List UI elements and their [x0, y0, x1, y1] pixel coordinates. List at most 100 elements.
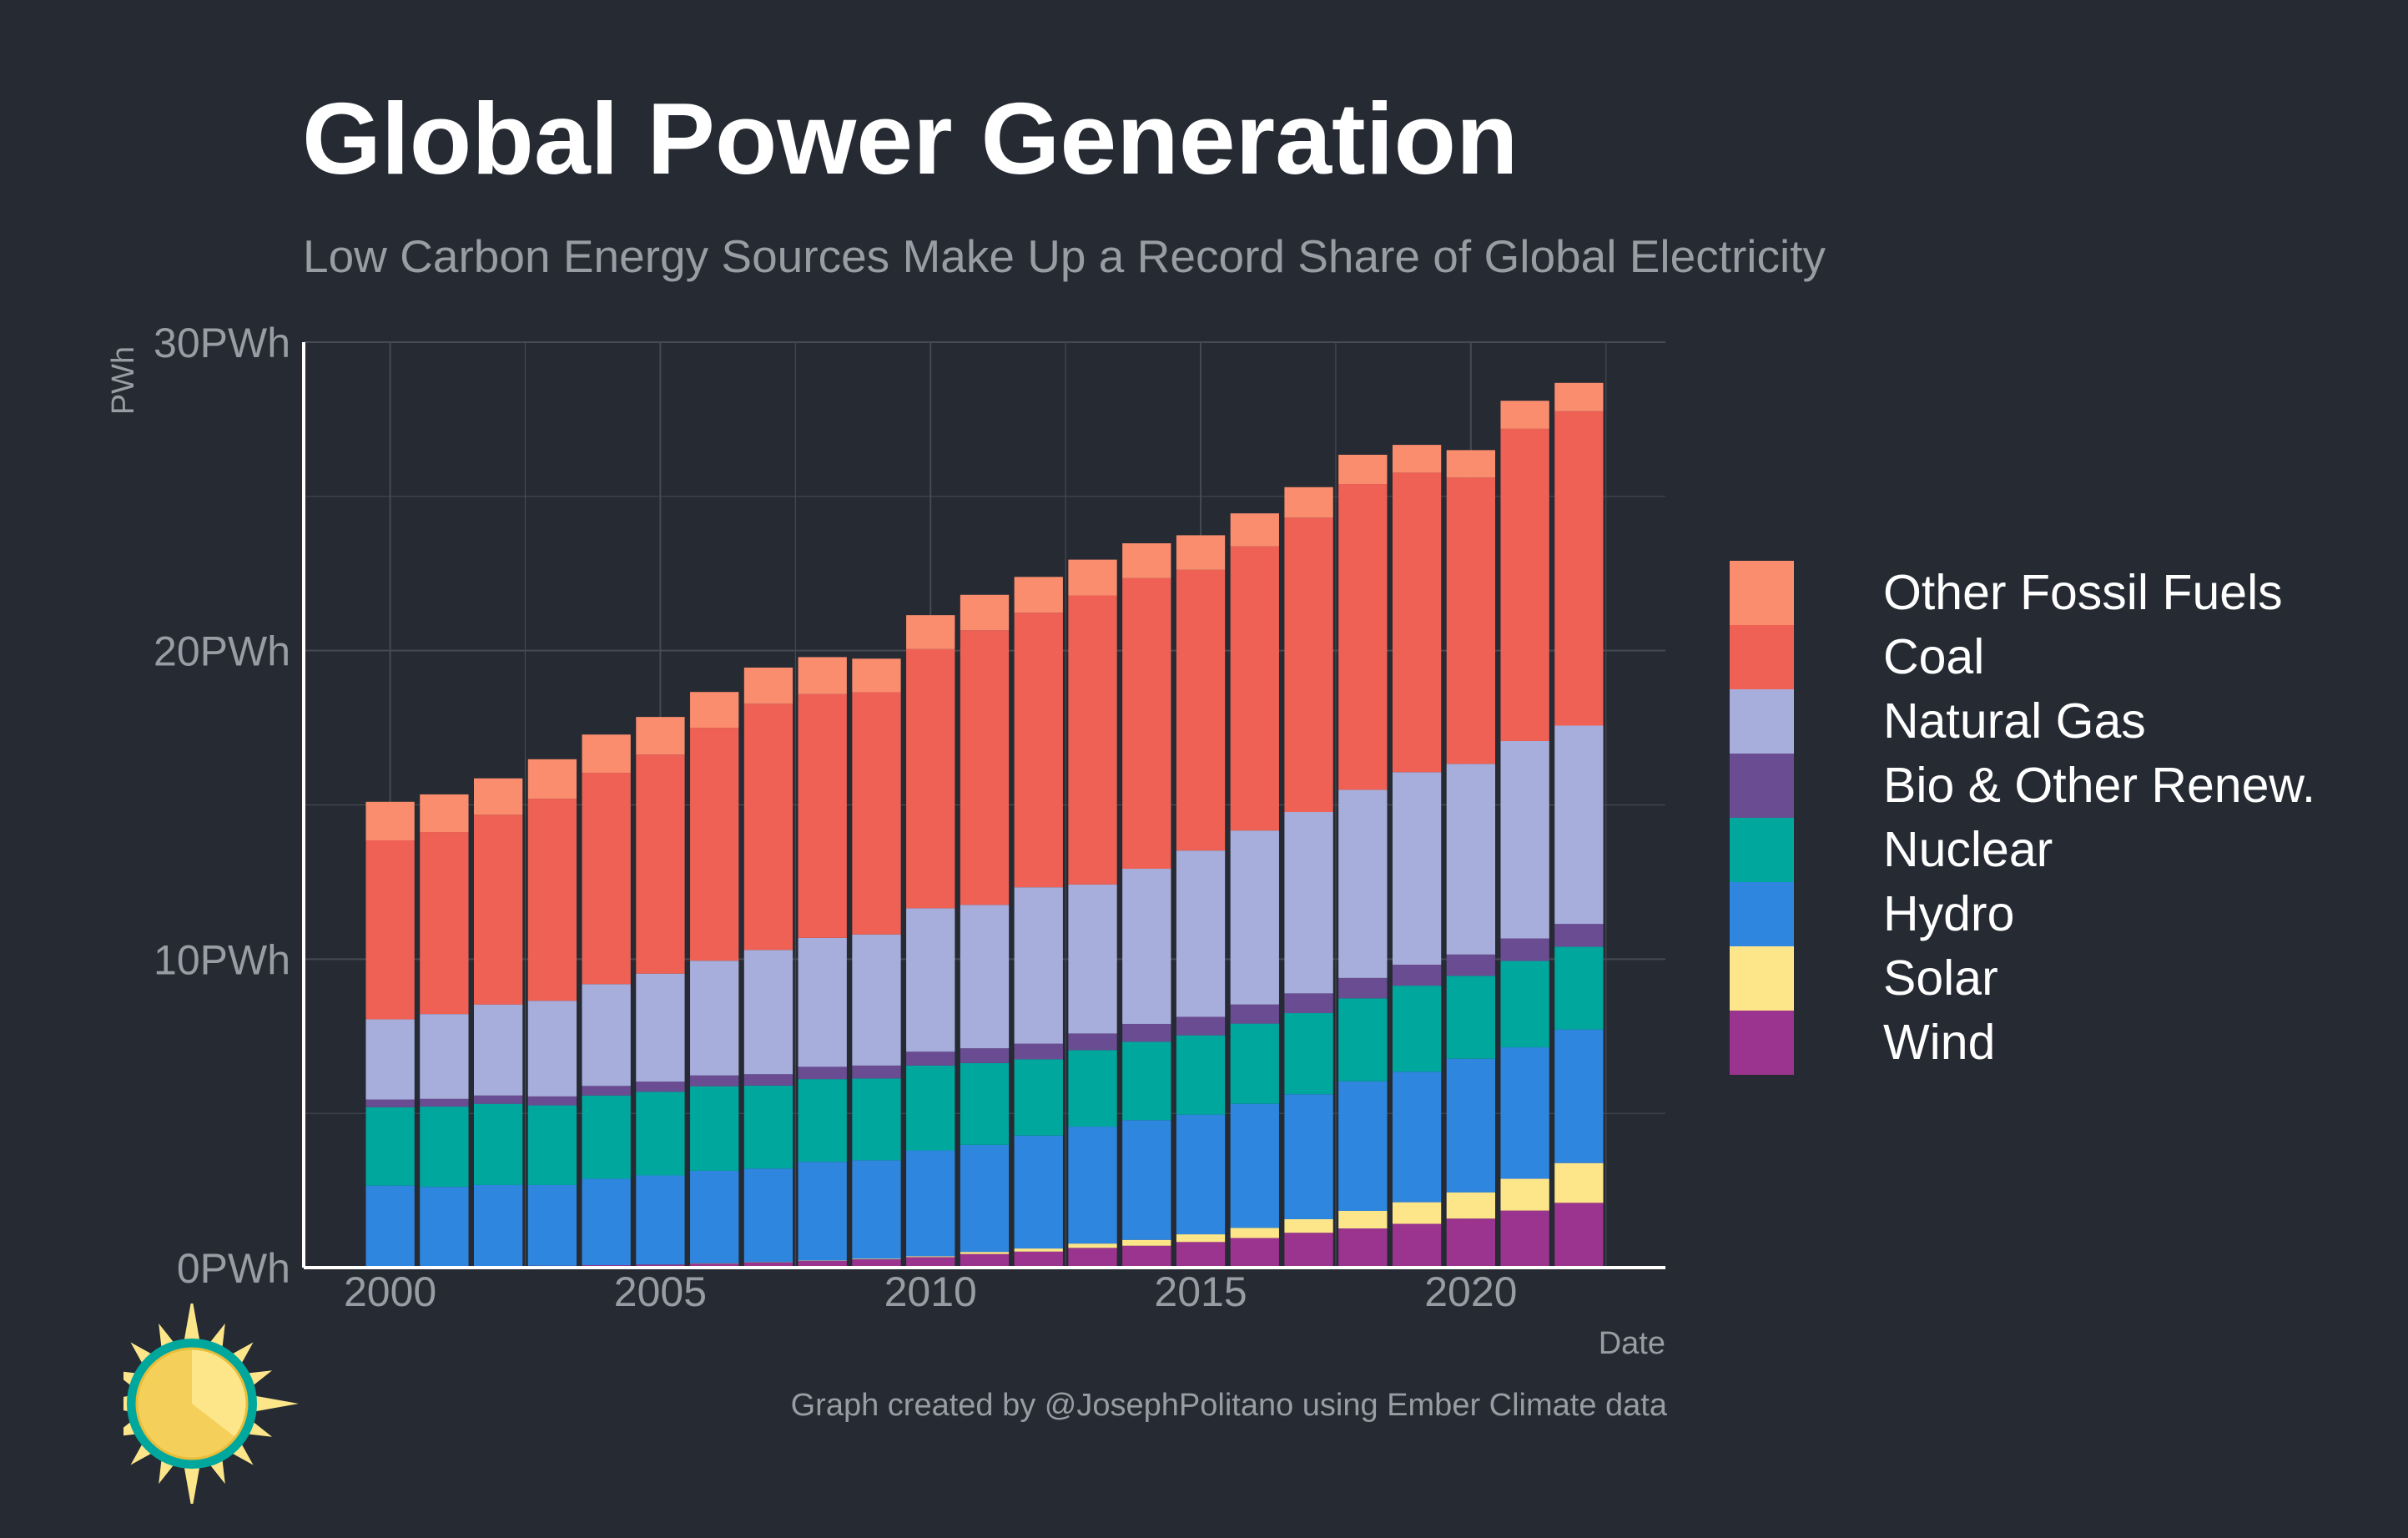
y-tick-label: 20PWh	[154, 628, 290, 675]
bar-natural-gas-2016	[1230, 830, 1279, 1005]
legend-label: Other Fossil Fuels	[1883, 565, 2283, 620]
bar-bio-and-other-renew-2020	[1446, 954, 1495, 976]
bar-other-fossil-fuels-2021	[1500, 401, 1549, 429]
bar-natural-gas-2008	[798, 937, 847, 1067]
bar-coal-2003	[527, 799, 577, 1001]
bar-bio-and-other-renew-2019	[1392, 964, 1442, 986]
legend-label: Hydro	[1883, 886, 2015, 941]
bar-hydro-2005	[636, 1175, 685, 1265]
bar-nuclear-2006	[690, 1086, 739, 1171]
legend-item-bio-and-other-renew: Bio & Other Renew.	[1730, 754, 2315, 818]
bar-coal-2020	[1446, 477, 1495, 764]
bar-coal-2015	[1176, 569, 1226, 851]
bar-wind-2016	[1230, 1238, 1279, 1268]
bar-nuclear-2018	[1338, 998, 1388, 1082]
bar-nuclear-2021	[1500, 961, 1549, 1048]
bar-bio-and-other-renew-2009	[852, 1065, 901, 1079]
bar-wind-2019	[1392, 1223, 1442, 1268]
bar-wind-2021	[1500, 1210, 1549, 1268]
bar-other-fossil-fuels-2012	[1014, 577, 1063, 613]
legend-label: Wind	[1883, 1015, 1996, 1070]
bar-other-fossil-fuels-2001	[420, 794, 469, 833]
bar-bio-and-other-renew-2007	[743, 1074, 793, 1086]
bar-other-fossil-fuels-2022	[1554, 382, 1604, 411]
legend-label: Bio & Other Renew.	[1883, 758, 2316, 813]
bar-nuclear-2022	[1554, 946, 1604, 1030]
legend-item-coal: Coal	[1730, 625, 2315, 689]
bar-natural-gas-2017	[1284, 812, 1333, 994]
legend-item-other-fossil-fuels: Other Fossil Fuels	[1730, 561, 2315, 625]
bar-bio-and-other-renew-2012	[1014, 1043, 1063, 1060]
bar-other-fossil-fuels-2014	[1122, 543, 1171, 578]
bar-other-fossil-fuels-2011	[960, 594, 1010, 631]
bar-other-fossil-fuels-2007	[743, 667, 793, 704]
legend-label: Coal	[1883, 629, 1985, 684]
bar-hydro-2007	[743, 1168, 793, 1263]
bar-wind-2010	[906, 1257, 955, 1268]
bar-hydro-2013	[1068, 1127, 1117, 1244]
bar-nuclear-2013	[1068, 1050, 1117, 1127]
legend-swatch	[1730, 1011, 1794, 1075]
legend-swatch	[1730, 946, 1794, 1011]
bar-bio-and-other-renew-2005	[636, 1082, 685, 1092]
bar-other-fossil-fuels-2005	[636, 717, 685, 755]
bar-solar-2016	[1230, 1228, 1279, 1238]
bar-hydro-2009	[852, 1160, 901, 1259]
bar-hydro-2008	[798, 1162, 847, 1261]
bar-natural-gas-2007	[743, 950, 793, 1075]
bar-other-fossil-fuels-2019	[1392, 445, 1442, 473]
bar-natural-gas-2015	[1176, 850, 1226, 1017]
bar-wind-2009	[852, 1259, 901, 1268]
x-tick-label: 2015	[1154, 1268, 1247, 1315]
x-tick-label: 2005	[614, 1268, 707, 1315]
legend-swatch	[1730, 561, 1794, 625]
bar-bio-and-other-renew-2018	[1338, 977, 1388, 999]
bar-other-fossil-fuels-2018	[1338, 454, 1388, 485]
bar-coal-2005	[636, 754, 685, 974]
bar-wind-2014	[1122, 1245, 1171, 1268]
bar-coal-2009	[852, 692, 901, 935]
bar-nuclear-2008	[798, 1079, 847, 1162]
bar-natural-gas-2019	[1392, 772, 1442, 965]
bar-wind-2022	[1554, 1203, 1604, 1268]
bar-solar-2017	[1284, 1218, 1333, 1233]
bar-bio-and-other-renew-2014	[1122, 1023, 1171, 1042]
y-tick-label: 30PWh	[154, 320, 290, 366]
bar-wind-2011	[960, 1253, 1010, 1268]
bar-coal-2022	[1554, 411, 1604, 726]
bar-wind-2007	[743, 1262, 793, 1268]
legend-swatch	[1730, 882, 1794, 946]
tick-labels: 0PWh 10PWh 20PWh 30PWh 2000 2005 2010 2015 2020	[154, 320, 1517, 1315]
bar-coal-2014	[1122, 577, 1171, 870]
bar-solar-2022	[1554, 1162, 1604, 1203]
bar-hydro-2001	[420, 1187, 469, 1267]
chart-title: Global Power Generation	[302, 82, 1519, 195]
legend-label: Natural Gas	[1883, 693, 2146, 749]
legend-label: Solar	[1883, 951, 1998, 1006]
bar-bio-and-other-renew-2017	[1284, 993, 1333, 1014]
bar-solar-2015	[1176, 1234, 1226, 1243]
bar-natural-gas-2002	[474, 1004, 523, 1096]
bar-coal-2021	[1500, 428, 1549, 741]
bar-coal-2006	[690, 728, 739, 961]
bar-other-fossil-fuels-2003	[527, 759, 577, 799]
bar-hydro-2011	[960, 1144, 1010, 1253]
bar-hydro-2012	[1014, 1135, 1063, 1249]
bar-other-fossil-fuels-2017	[1284, 487, 1333, 518]
bar-natural-gas-2005	[636, 973, 685, 1082]
bar-bio-and-other-renew-2003	[527, 1096, 577, 1106]
bar-bio-and-other-renew-2000	[365, 1099, 415, 1107]
bar-hydro-2014	[1122, 1120, 1171, 1240]
bar-bio-and-other-renew-2015	[1176, 1016, 1226, 1036]
bar-nuclear-2000	[365, 1107, 415, 1186]
bar-other-fossil-fuels-2010	[906, 615, 955, 649]
bar-nuclear-2002	[474, 1103, 523, 1185]
bar-natural-gas-2006	[690, 961, 739, 1076]
x-axis-title: Date	[1599, 1326, 1665, 1361]
bar-wind-2013	[1068, 1248, 1117, 1268]
bar-bio-and-other-renew-2006	[690, 1075, 739, 1087]
bar-natural-gas-2012	[1014, 887, 1063, 1044]
bar-coal-2004	[582, 773, 631, 985]
bar-hydro-2003	[527, 1184, 577, 1266]
